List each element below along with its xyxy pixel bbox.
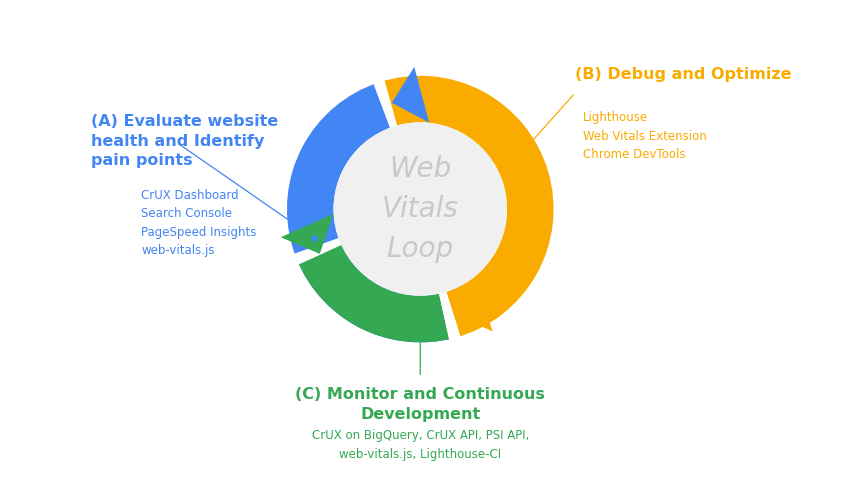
- Circle shape: [334, 123, 506, 295]
- Text: CrUX Dashboard
Search Console
PageSpeed Insights
web-vitals.js: CrUX Dashboard Search Console PageSpeed …: [141, 189, 257, 257]
- Wedge shape: [438, 290, 461, 341]
- Polygon shape: [392, 67, 429, 123]
- Text: (C) Monitor and Continuous
Development: (C) Monitor and Continuous Development: [295, 387, 544, 422]
- Text: (A) Evaluate website
health and Identify
pain points: (A) Evaluate website health and Identify…: [91, 114, 278, 168]
- Text: Vitals: Vitals: [381, 195, 458, 223]
- Polygon shape: [454, 277, 492, 331]
- Wedge shape: [287, 82, 454, 342]
- Wedge shape: [438, 290, 461, 341]
- Wedge shape: [292, 237, 343, 265]
- Text: Web: Web: [389, 155, 451, 183]
- Wedge shape: [296, 242, 454, 342]
- Wedge shape: [372, 79, 398, 130]
- Text: CrUX on BigQuery, CrUX API, PSI API,
web-vitals.js, Lighthouse-CI: CrUX on BigQuery, CrUX API, PSI API, web…: [311, 429, 528, 461]
- Text: Loop: Loop: [387, 235, 453, 263]
- Wedge shape: [379, 76, 553, 338]
- Polygon shape: [280, 214, 333, 254]
- Text: (B) Debug and Optimize: (B) Debug and Optimize: [575, 67, 791, 82]
- Text: Lighthouse
Web Vitals Extension
Chrome DevTools: Lighthouse Web Vitals Extension Chrome D…: [582, 111, 706, 162]
